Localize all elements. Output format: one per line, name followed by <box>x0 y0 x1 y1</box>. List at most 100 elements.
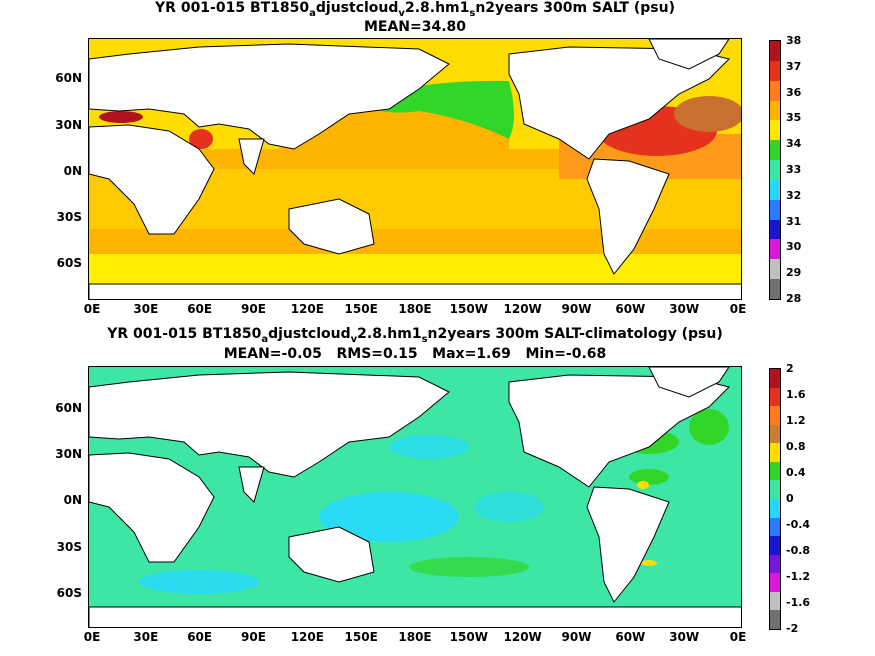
colorbar-segment <box>770 239 780 260</box>
x-tick: 0E <box>83 302 101 316</box>
title-sub: s <box>421 333 428 345</box>
colorbar-label: -1.2 <box>786 570 811 583</box>
y-tick: 0N <box>63 164 82 178</box>
colorbar-label: -1.6 <box>786 596 811 609</box>
title-part: djustcloud <box>268 326 351 342</box>
title-part: djustcloud <box>315 0 399 16</box>
colorbar-segment <box>770 424 780 444</box>
x-tick: 60E <box>187 302 213 316</box>
panel2-colorbar <box>769 368 781 630</box>
colorbar-label: 28 <box>786 292 802 305</box>
x-tick: 60E <box>187 630 213 644</box>
x-tick: 30E <box>133 302 159 316</box>
salinity-bias-map <box>88 366 742 628</box>
x-tick: 120E <box>290 630 324 644</box>
panel2-title: YR 001-015 BT1850adjustcloudv2.8.hm1sn2y… <box>0 326 830 345</box>
colorbar-label: 36 <box>786 85 802 99</box>
colorbar-label: -0.4 <box>786 518 811 531</box>
title-sub: s <box>469 7 476 19</box>
x-tick: 0E <box>83 630 101 644</box>
x-tick: 90E <box>241 630 266 644</box>
x-tick: 150W <box>449 630 488 644</box>
y-tick: 60N <box>55 71 82 85</box>
colorbar-label: -2 <box>786 622 799 635</box>
colorbar-segment <box>770 41 780 62</box>
colorbar-label: 0.4 <box>786 466 806 479</box>
colorbar-label: 2 <box>786 362 794 375</box>
colorbar-segment <box>770 387 780 407</box>
colorbar-segment <box>770 279 780 300</box>
colorbar-label: 35 <box>786 111 802 125</box>
y-tick: 60S <box>56 586 82 600</box>
y-tick: 0N <box>63 493 82 507</box>
x-tick: 30W <box>669 630 700 644</box>
x-tick: 0E <box>729 630 747 644</box>
title-sub: a <box>261 333 269 345</box>
colorbar-label: 38 <box>786 34 802 47</box>
colorbar-segment <box>770 443 780 463</box>
colorbar-segment <box>770 140 780 161</box>
colorbar-label: 33 <box>786 163 802 176</box>
title-sub: a <box>309 7 316 19</box>
colorbar-segment <box>770 573 780 593</box>
colorbar-segment <box>770 259 780 280</box>
colorbar-segment <box>770 517 780 537</box>
colorbar-label: -0.8 <box>786 544 811 557</box>
colorbar-segment <box>770 160 780 181</box>
panel1-colorbar <box>769 40 781 300</box>
colorbar-segment <box>770 554 780 574</box>
y-tick: 60N <box>55 401 82 415</box>
colorbar-label: 32 <box>786 188 802 202</box>
colorbar-segment <box>770 60 780 82</box>
colorbar-label: 1.6 <box>786 388 806 401</box>
title-part: 2.8.hm1 <box>357 326 422 342</box>
colorbar-segment <box>770 536 780 556</box>
title-part: 2.8.hm1 <box>404 0 470 16</box>
y-tick: 30S <box>56 540 82 554</box>
colorbar-segment <box>770 499 780 519</box>
panel1-title: YR 001-015 BT1850adjustcloudv2.8.hm1sn2y… <box>0 0 830 19</box>
x-tick: 90W <box>561 302 592 316</box>
x-tick: 30E <box>133 630 159 644</box>
title-part: n2years 300m SALT-climatology (psu) <box>427 326 723 342</box>
colorbar-segment <box>770 120 780 141</box>
x-tick: 120W <box>503 302 542 316</box>
x-tick: 120E <box>290 302 324 316</box>
x-tick: 90W <box>561 630 592 644</box>
x-tick: 150W <box>449 302 488 316</box>
x-tick: 60W <box>615 302 646 316</box>
x-tick: 30W <box>669 302 700 316</box>
title-part: YR 001-015 BT1850 <box>155 0 310 16</box>
title-sub: v <box>398 7 405 19</box>
x-tick: 90E <box>241 302 266 316</box>
colorbar-segment <box>770 591 780 611</box>
x-tick: 60W <box>615 630 646 644</box>
colorbar-label: 0.8 <box>786 440 806 453</box>
colorbar-segment <box>770 610 780 630</box>
colorbar-segment <box>770 179 780 201</box>
colorbar-segment <box>770 100 780 121</box>
panel2-subtitle: MEAN=-0.05 RMS=0.15 Max=1.69 Min=-0.68 <box>223 346 607 362</box>
salinity-bias-map-svg <box>89 367 741 627</box>
colorbar-label: 29 <box>786 266 802 280</box>
y-tick: 60S <box>56 256 82 270</box>
colorbar-label: 30 <box>786 240 802 254</box>
y-tick: 30S <box>56 210 82 224</box>
x-tick: 120W <box>503 630 542 644</box>
colorbar-segment <box>770 369 780 389</box>
colorbar-label: 37 <box>786 59 802 73</box>
colorbar-label: 0 <box>786 492 794 505</box>
x-tick: 180E <box>398 302 432 316</box>
x-tick: 180E <box>398 630 432 644</box>
salinity-map-svg <box>89 39 741 299</box>
colorbar-segment <box>770 480 780 500</box>
colorbar-segment <box>770 461 780 481</box>
colorbar-segment <box>770 219 780 240</box>
x-tick: 150E <box>344 630 378 644</box>
colorbar-label: 31 <box>786 214 802 228</box>
colorbar-segment <box>770 80 780 102</box>
colorbar-segment <box>770 199 780 221</box>
y-tick: 30N <box>55 118 82 132</box>
panel1-subtitle: MEAN=34.80 <box>363 19 467 35</box>
y-tick: 30N <box>55 447 82 461</box>
